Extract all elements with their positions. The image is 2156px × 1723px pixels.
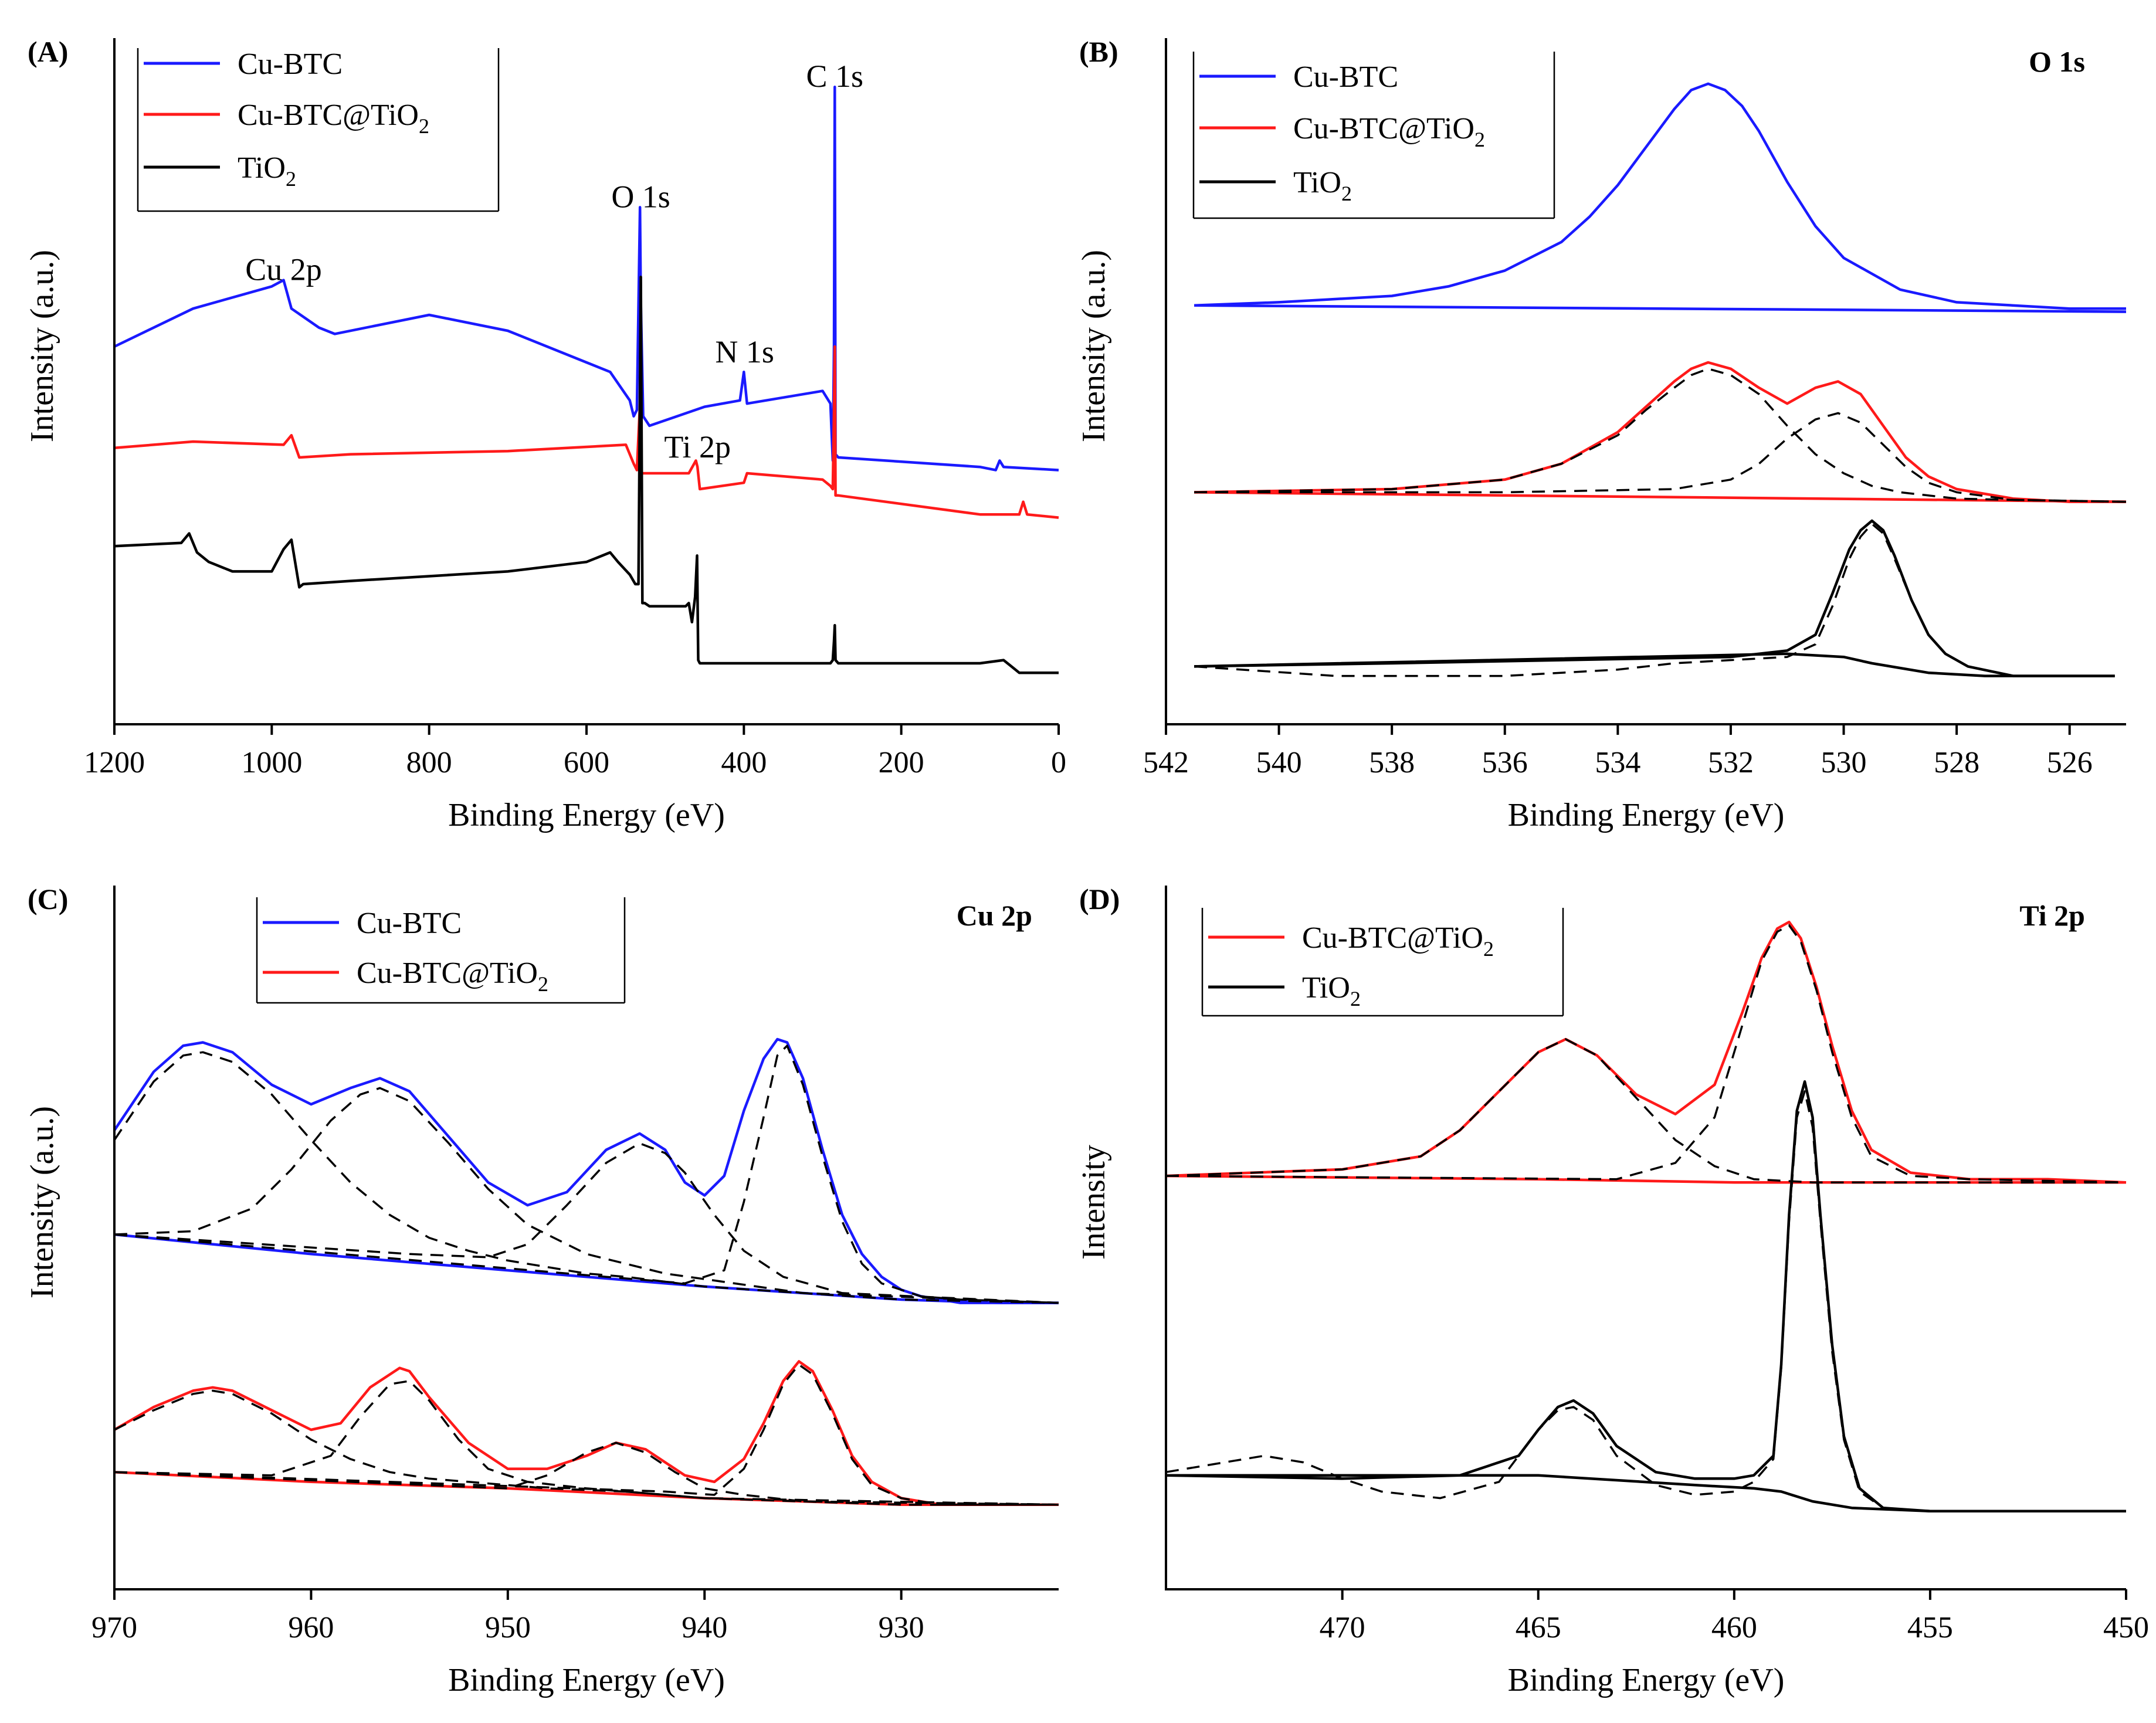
panel-a-xtick-label: 800 bbox=[406, 746, 452, 779]
panel-a-annotation: O 1s bbox=[611, 179, 670, 214]
panel-c-legend-entry: Cu-BTC bbox=[357, 907, 462, 940]
panel-a-legend-entry: TiO2 bbox=[238, 151, 296, 191]
panel-b-xtick-label: 542 bbox=[1143, 746, 1189, 779]
panel-a-y-axis-label: Intensity (a.u.) bbox=[24, 250, 60, 442]
panel-b-xtick-label: 540 bbox=[1256, 746, 1302, 779]
panel-d-series-tio2-5 bbox=[1166, 1474, 2126, 1513]
panel-b-xtick-label: 530 bbox=[1821, 746, 1867, 779]
panel-c-series-fit-3 bbox=[114, 1087, 1059, 1304]
panel-c-series-fit-8 bbox=[114, 1389, 1059, 1506]
panel-c-series-fit-2 bbox=[113, 1051, 1059, 1304]
panel-d-legend-entry: TiO2 bbox=[1302, 971, 1361, 1010]
panel-b-legend-entry: Cu-BTC@TiO2 bbox=[1293, 112, 1485, 151]
panel-d-axes bbox=[1165, 886, 2126, 1590]
panel-c-series-cu-btc-tio2-7 bbox=[114, 1470, 1059, 1506]
panel-d-legend-entry: Cu-BTC@TiO2 bbox=[1302, 921, 1494, 961]
panel-c-label: (C) bbox=[28, 883, 68, 915]
panel-a-axes bbox=[113, 38, 1059, 725]
panel-d-xtick-label: 455 bbox=[1907, 1611, 1953, 1644]
panel-d-series-fit-6 bbox=[1165, 1090, 2126, 1512]
panel-a-xtick-label: 0 bbox=[1051, 746, 1066, 779]
panel-c-group: 970 960 950 940 930 Binding Energy (eV) Intens… bbox=[24, 883, 1059, 1698]
panel-a-xtick-label: 600 bbox=[564, 746, 609, 779]
panel-b-y-axis-label: Intensity (a.u.) bbox=[1076, 250, 1112, 442]
panel-d-series-fit-3 bbox=[1165, 924, 2127, 1183]
panel-a-annotation: C 1s bbox=[806, 59, 864, 94]
panel-d-series-cu-btc-tio2-0 bbox=[1165, 920, 2127, 1184]
panel-a-annotation: N 1s bbox=[715, 334, 774, 369]
panel-b-xtick-label: 532 bbox=[1708, 746, 1754, 779]
panel-b-xtick-label: 528 bbox=[1934, 746, 1979, 779]
panel-d-xtick-label: 450 bbox=[2103, 1611, 2149, 1644]
panel-b-xtick-label: 536 bbox=[1482, 746, 1528, 779]
panel-c-legend-frame bbox=[256, 897, 626, 1004]
panel-d-legend-frame bbox=[1201, 908, 1564, 1017]
panel-d-series-fit-2 bbox=[1165, 1038, 2126, 1183]
panel-b-series-fit-5 bbox=[1194, 412, 2127, 503]
panel-d-xtick-label: 465 bbox=[1516, 1611, 1561, 1644]
panel-d-group: 470 465 460 455 450 Binding Energy (eV) Intens… bbox=[1076, 883, 2149, 1698]
panel-c-series-cu-btc-1 bbox=[114, 1233, 1059, 1304]
panel-b-title: O 1s bbox=[2029, 45, 2085, 78]
panel-c-series-fit-10 bbox=[114, 1442, 1059, 1506]
panel-b-series-fit-8 bbox=[1194, 523, 2115, 677]
panel-d-label: (D) bbox=[1079, 883, 1120, 915]
panel-c-xtick-label: 960 bbox=[288, 1611, 334, 1644]
panel-a-xtick-label: 1000 bbox=[241, 746, 302, 779]
panel-b-legend-frame bbox=[1192, 52, 1555, 219]
panel-c-axes bbox=[113, 886, 1059, 1590]
panel-a-x-axis-label: Binding Energy (eV) bbox=[448, 797, 725, 833]
panel-b-series-cu-btc-0 bbox=[1194, 82, 2126, 310]
panel-b-series-tio2-6 bbox=[1194, 519, 2115, 677]
panel-a-series-tio2-2 bbox=[114, 275, 1059, 674]
panel-d-x-axis-label: Binding Energy (eV) bbox=[1508, 1662, 1785, 1698]
panel-c-series-cu-btc-tio2-6 bbox=[113, 1360, 1059, 1506]
panel-c-xtick-label: 950 bbox=[485, 1611, 531, 1644]
panel-d-y-axis-label: Intensity bbox=[1076, 1145, 1112, 1260]
panel-b-legend-entry: Cu-BTC bbox=[1293, 60, 1398, 94]
panel-a-group: 1200 1000 800 600 400 200 0 Binding Energy (eV)… bbox=[24, 35, 1066, 833]
panel-b-xtick-label: 534 bbox=[1595, 746, 1640, 779]
panel-b-series-cu-btc-1 bbox=[1194, 304, 2127, 313]
panel-c-legend-entry: Cu-BTC@TiO2 bbox=[357, 957, 548, 996]
panel-d-title: Ti 2p bbox=[2019, 899, 2085, 932]
panel-b-legend-entry: TiO2 bbox=[1293, 166, 1352, 205]
panel-a-xtick-label: 400 bbox=[721, 746, 767, 779]
panel-c-series-fit-9 bbox=[114, 1380, 1059, 1506]
panel-c-y-axis-label: Intensity (a.u.) bbox=[24, 1106, 60, 1298]
panel-d-xtick-label: 460 bbox=[1711, 1611, 1757, 1644]
panel-a-legend-frame bbox=[137, 48, 500, 212]
panel-c-title: Cu 2p bbox=[957, 899, 1032, 932]
panel-c-series-fit-4 bbox=[114, 1142, 1059, 1304]
panel-b-xtick-label: 526 bbox=[2047, 746, 2093, 779]
panel-a-xtick-label: 1200 bbox=[84, 746, 145, 779]
panel-b-series-cu-btc-tio2-3 bbox=[1194, 491, 2127, 503]
panel-d-series-cu-btc-tio2-1 bbox=[1165, 1174, 2126, 1184]
panel-b-series-fit-4 bbox=[1194, 368, 2127, 503]
panel-b-xtick-label: 538 bbox=[1369, 746, 1415, 779]
panel-c-xtick-label: 940 bbox=[682, 1611, 727, 1644]
panel-b-label: (B) bbox=[1079, 35, 1118, 68]
panel-a-series-cu-btc-tio2-1 bbox=[114, 345, 1059, 519]
panel-a-annotation: Ti 2p bbox=[664, 429, 731, 464]
panel-a-xtick-label: 200 bbox=[879, 746, 924, 779]
panel-b-series-tio2-7 bbox=[1194, 652, 2115, 677]
panel-c-xtick-label: 930 bbox=[879, 1611, 924, 1644]
panel-c-x-axis-label: Binding Energy (eV) bbox=[448, 1662, 725, 1698]
panel-a-annotation: Cu 2p bbox=[245, 252, 322, 287]
panel-a-series-cu-btc-0 bbox=[114, 85, 1059, 472]
panel-c-xtick-label: 970 bbox=[91, 1611, 137, 1644]
panel-a-legend-entry: Cu-BTC bbox=[238, 48, 343, 81]
panel-a-label: (A) bbox=[28, 35, 68, 68]
panel-c-series-fit-11 bbox=[114, 1364, 1059, 1506]
panel-b-series-cu-btc-tio2-2 bbox=[1194, 361, 2126, 503]
panel-c-series-cu-btc-0 bbox=[113, 1037, 1059, 1304]
panel-d-xtick-label: 470 bbox=[1320, 1611, 1365, 1644]
panel-b-x-axis-label: Binding Energy (eV) bbox=[1508, 797, 1785, 833]
panel-d-series-tio2-4 bbox=[1165, 1080, 2126, 1513]
panel-c-series-fit-5 bbox=[114, 1044, 1059, 1304]
panel-a-legend-entry: Cu-BTC@TiO2 bbox=[238, 99, 429, 138]
panel-b-group: 542 540 538 536 534 532 530 528 526 Binding Energ… bbox=[1076, 35, 2127, 833]
